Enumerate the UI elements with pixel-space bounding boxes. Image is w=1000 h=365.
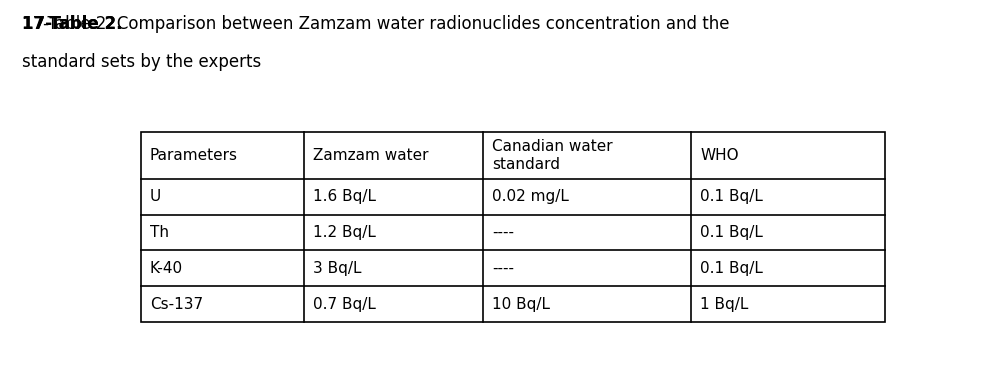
Text: Th: Th [150, 225, 169, 240]
Text: 17-Table 2.: 17-Table 2. [22, 15, 122, 32]
Text: Parameters: Parameters [150, 148, 238, 163]
Text: 1.2 Bq/L: 1.2 Bq/L [313, 225, 376, 240]
Text: 1.6 Bq/L: 1.6 Bq/L [313, 189, 376, 204]
Text: 17-Table 2. Comparison between Zamzam water radionuclides concentration and the: 17-Table 2. Comparison between Zamzam wa… [22, 15, 730, 32]
Text: Canadian water
standard: Canadian water standard [492, 139, 613, 172]
Text: standard sets by the experts: standard sets by the experts [22, 53, 261, 71]
Text: 1 Bq/L: 1 Bq/L [700, 297, 749, 312]
Text: ----: ---- [492, 261, 514, 276]
Text: Zamzam water: Zamzam water [313, 148, 429, 163]
Text: U: U [150, 189, 161, 204]
Text: 17-Table 2.: 17-Table 2. [22, 15, 122, 32]
Text: 0.7 Bq/L: 0.7 Bq/L [313, 297, 376, 312]
Bar [140, 132, 885, 322]
Text: 10 Bq/L: 10 Bq/L [492, 297, 550, 312]
Text: ----: ---- [492, 225, 514, 240]
Text: Cs-137: Cs-137 [150, 297, 203, 312]
Text: WHO: WHO [700, 148, 739, 163]
Text: 0.1 Bq/L: 0.1 Bq/L [700, 261, 763, 276]
Text: K-40: K-40 [150, 261, 183, 276]
Text: 0.1 Bq/L: 0.1 Bq/L [700, 225, 763, 240]
Text: 0.1 Bq/L: 0.1 Bq/L [700, 189, 763, 204]
Text: 3 Bq/L: 3 Bq/L [313, 261, 362, 276]
Text: 0.02 mg/L: 0.02 mg/L [492, 189, 569, 204]
